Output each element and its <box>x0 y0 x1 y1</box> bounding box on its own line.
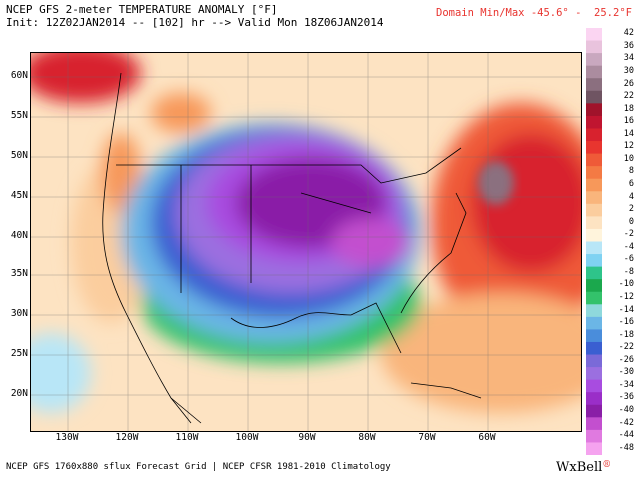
colorbar-swatch <box>586 166 602 180</box>
lat-label: 25N <box>10 348 28 359</box>
colorbar-swatch <box>586 53 602 67</box>
lon-label: 90W <box>298 432 316 443</box>
colorbar-swatch <box>586 128 602 142</box>
colorbar-label: -22 <box>618 342 634 353</box>
lon-label: 130W <box>55 432 79 443</box>
colorbar-label: -48 <box>618 442 634 453</box>
lon-label: 70W <box>418 432 436 443</box>
colorbar-swatch <box>586 304 602 318</box>
colorbar-label: -30 <box>618 367 634 378</box>
colorbar-swatch <box>586 178 602 192</box>
colorbar-label: 8 <box>628 166 634 177</box>
colorbar-label: 0 <box>628 216 634 227</box>
colorbar-swatch <box>586 65 602 79</box>
colorbar-label: -10 <box>618 279 634 290</box>
colorbar-label: -8 <box>623 266 634 277</box>
colorbar <box>586 28 602 455</box>
init-valid-line: Init: 12Z02JAN2014 -- [102] hr --> Valid… <box>6 16 384 29</box>
colorbar-label: -44 <box>618 430 634 441</box>
colorbar-label: 12 <box>623 141 634 152</box>
colorbar-swatch <box>586 417 602 431</box>
colorbar-label: -40 <box>618 405 634 416</box>
wxbell-logo: WxBell® <box>556 460 612 475</box>
temperature-anomaly-map <box>31 53 581 431</box>
colorbar-swatch <box>586 254 602 268</box>
colorbar-label: -26 <box>618 354 634 365</box>
colorbar-swatch <box>586 404 602 418</box>
colorbar-swatch <box>586 279 602 293</box>
lon-label: 100W <box>235 432 259 443</box>
colorbar-label: -14 <box>618 304 634 315</box>
colorbar-swatch <box>586 115 602 129</box>
colorbar-swatch <box>586 266 602 280</box>
colorbar-swatch <box>586 291 602 305</box>
colorbar-label: -6 <box>623 254 634 265</box>
colorbar-label: -36 <box>618 392 634 403</box>
lon-label: 120W <box>115 432 139 443</box>
footer-source: NCEP GFS 1760x880 sflux Forecast Grid | … <box>6 462 391 472</box>
lon-label: 110W <box>175 432 199 443</box>
map-frame <box>30 52 582 432</box>
colorbar-swatch <box>586 153 602 167</box>
lat-label: 20N <box>10 388 28 399</box>
lat-label: 55N <box>10 110 28 121</box>
colorbar-swatch <box>586 40 602 54</box>
colorbar-label: 4 <box>628 191 634 202</box>
colorbar-swatch <box>586 392 602 406</box>
lat-label: 45N <box>10 190 28 201</box>
colorbar-label: 14 <box>623 128 634 139</box>
colorbar-label: -16 <box>618 317 634 328</box>
lon-label: 60W <box>478 432 496 443</box>
colorbar-swatch <box>586 228 602 242</box>
colorbar-label: -34 <box>618 379 634 390</box>
colorbar-label: -4 <box>623 241 634 252</box>
colorbar-swatch <box>586 141 602 155</box>
colorbar-label: 10 <box>623 153 634 164</box>
colorbar-label: 34 <box>623 53 634 64</box>
colorbar-swatch <box>586 367 602 381</box>
lat-label: 60N <box>10 70 28 81</box>
colorbar-swatch <box>586 191 602 205</box>
lat-label: 40N <box>10 230 28 241</box>
colorbar-swatch <box>586 241 602 255</box>
colorbar-swatch <box>586 216 602 230</box>
lat-label: 50N <box>10 150 28 161</box>
colorbar-swatch <box>586 341 602 356</box>
colorbar-label: -2 <box>623 229 634 240</box>
colorbar-label: -12 <box>618 292 634 302</box>
colorbar-swatch <box>586 379 602 393</box>
colorbar-swatch <box>586 429 602 443</box>
lon-label: 80W <box>358 432 376 443</box>
colorbar-swatch <box>586 329 602 343</box>
colorbar-label: -18 <box>618 329 634 340</box>
colorbar-label: 26 <box>623 78 634 89</box>
colorbar-label: 16 <box>623 116 634 127</box>
colorbar-swatch <box>586 442 602 455</box>
colorbar-swatch <box>586 354 602 368</box>
colorbar-label: 6 <box>628 178 634 189</box>
colorbar-label: 42 <box>623 28 634 39</box>
colorbar-label: 30 <box>623 65 634 76</box>
colorbar-swatch <box>586 203 602 217</box>
colorbar-label: 2 <box>628 204 634 215</box>
colorbar-swatch <box>586 316 602 330</box>
lat-label: 30N <box>10 308 28 319</box>
colorbar-label: -42 <box>618 417 634 428</box>
colorbar-label: 18 <box>623 103 634 114</box>
colorbar-swatch <box>586 90 602 104</box>
domain-minmax: Domain Min/Max -45.6° - 25.2°F <box>436 7 632 19</box>
colorbar-swatch <box>586 28 602 42</box>
map-title: NCEP GFS 2-meter TEMPERATURE ANOMALY [°F… <box>6 3 278 16</box>
colorbar-label: 36 <box>623 40 634 51</box>
colorbar-swatch <box>586 103 602 117</box>
colorbar-swatch <box>586 78 602 92</box>
colorbar-label: 22 <box>623 91 634 102</box>
lat-label: 35N <box>10 268 28 279</box>
